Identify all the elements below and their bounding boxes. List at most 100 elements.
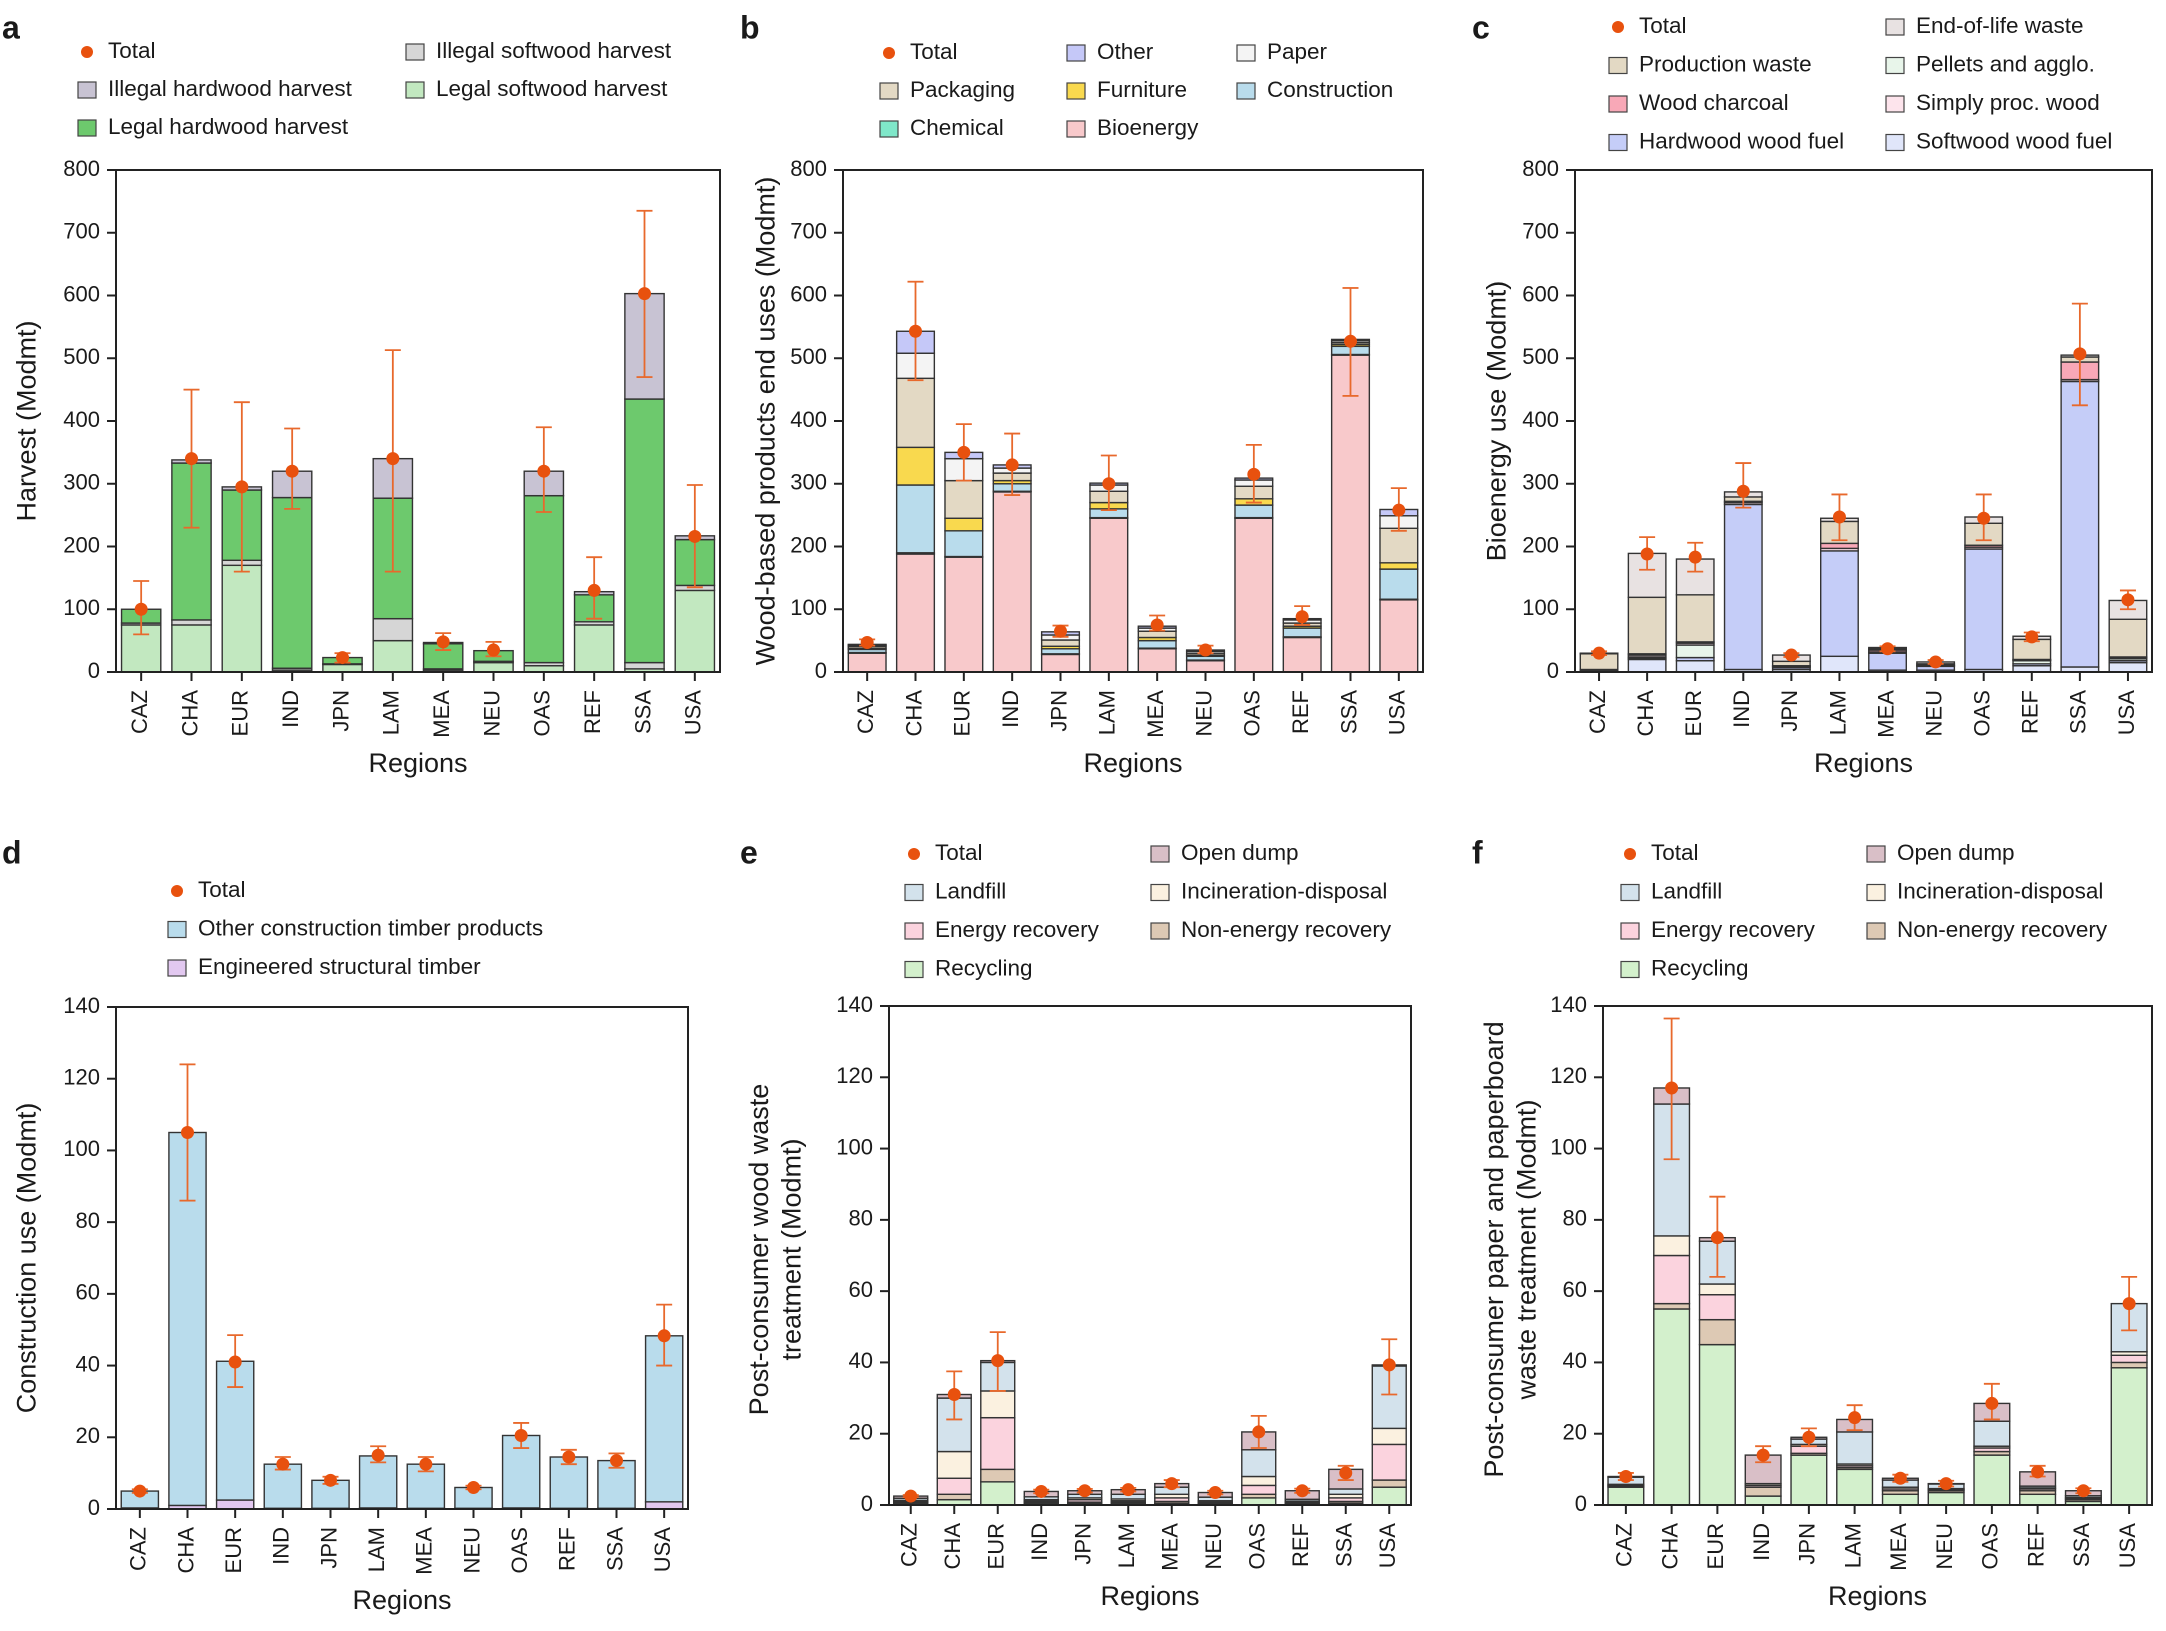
- legend-swatch: [1066, 82, 1086, 100]
- legend-swatch: [1150, 845, 1170, 863]
- bar-segment-eur: [944, 530, 984, 558]
- bar-segment-lam: [1836, 1431, 1874, 1465]
- legend: Total Other construction timber products E…: [167, 877, 543, 979]
- y-tick-label: 700: [1522, 219, 1559, 244]
- panel-d: d Total Other construction timber products…: [2, 834, 689, 1615]
- x-tick-label: IND: [269, 1527, 294, 1565]
- total-point: [537, 464, 551, 478]
- legend-swatch: [167, 920, 187, 939]
- bar-segment-ref: [2019, 1493, 2057, 1506]
- y-tick-label: 100: [836, 1134, 873, 1159]
- totals: [902, 1331, 1398, 1503]
- y-tick-label: 120: [836, 1063, 873, 1088]
- total-point: [2122, 1297, 2136, 1311]
- total-point: [1619, 1469, 1633, 1483]
- legend-label: Total: [935, 840, 983, 865]
- y-tick-label: 300: [63, 470, 100, 495]
- bar-segment-ind: [992, 491, 1032, 673]
- bar-segment-lam: [1820, 542, 1859, 550]
- bar-segment-cha: [895, 484, 936, 554]
- x-tick-label: REF: [1288, 690, 1313, 734]
- legend-item: Landfill: [904, 878, 1006, 903]
- legend-label: Softwood wood fuel: [1916, 128, 2112, 153]
- y-tick-label: 60: [1563, 1277, 1587, 1302]
- total-point: [1121, 1483, 1135, 1497]
- bar-segment-lam: [1820, 655, 1859, 673]
- y-tick-label: 80: [76, 1208, 100, 1233]
- legend-label: Incineration-disposal: [1181, 878, 1387, 903]
- bar-segment-cha: [936, 1493, 972, 1501]
- legend-swatch: [1150, 883, 1170, 902]
- bar-segment-mea: [1137, 639, 1177, 649]
- legend-label: Total: [910, 39, 958, 64]
- bar-segment-eur: [1698, 1294, 1736, 1321]
- x-tick-label: MEA: [429, 690, 454, 738]
- bar-segment-neu: [1927, 1491, 1965, 1506]
- total-point: [1592, 646, 1606, 660]
- legend-item: Bioenergy: [1066, 115, 1199, 140]
- y-tick-label: 0: [815, 658, 827, 683]
- total-point: [133, 1484, 147, 1498]
- bar-segment-oas: [1241, 1484, 1277, 1496]
- bar-segment-usa: [674, 589, 716, 673]
- total-point: [1392, 503, 1406, 517]
- x-tick-label: IND: [1749, 1523, 1774, 1561]
- y-axis-title-line: Post-consumer paper and paperboard: [1479, 1021, 1509, 1477]
- bar-segment-eur: [1698, 1343, 1736, 1506]
- legend-item: Open dump: [1866, 840, 2015, 865]
- x-tick-label: EUR: [221, 1527, 246, 1573]
- bar-segment-usa: [1371, 1443, 1407, 1481]
- total-point: [467, 1480, 480, 1494]
- panel-a: a Total Illegal hardwood harvest Legal hard…: [2, 9, 721, 778]
- x-tick-label: LAM: [1825, 690, 1850, 735]
- legend-item: Non-energy recovery: [1150, 917, 1392, 942]
- bar-segment-usa: [2110, 1367, 2148, 1506]
- y-axis-title: Wood-based products end uses (Modmt): [750, 177, 780, 666]
- x-axis: CAZ CHA EUR IND JPN LAM MEA NEU OAS REF SSA USA: [1585, 672, 2139, 738]
- x-axis-title: Regions: [1083, 748, 1182, 778]
- x-tick-label: MEA: [1873, 690, 1898, 738]
- x-tick-label: JPN: [316, 1527, 341, 1569]
- bar-segment-eur: [1675, 558, 1715, 596]
- bar-segment-cha: [895, 377, 936, 449]
- legend-item: Non-energy recovery: [1866, 917, 2108, 942]
- y-tick-label: 500: [1522, 344, 1559, 369]
- y-axis-title-line: waste treatment (Modmt): [1511, 1099, 1541, 1400]
- bar-segment-cha: [168, 1131, 207, 1507]
- x-tick-label: JPN: [328, 690, 353, 732]
- x-tick-label: CAZ: [126, 1527, 151, 1571]
- legend-swatch: [1885, 18, 1905, 36]
- y-axis-title-line: Construction use (Modmt): [11, 1103, 41, 1414]
- plot-frame: [888, 1005, 1412, 1506]
- y-tick-label: 200: [63, 532, 100, 557]
- legend-item: Energy recovery: [904, 917, 1100, 942]
- total-point: [1034, 1484, 1048, 1498]
- bar-segment-eur: [944, 517, 984, 532]
- legend-item: Wood charcoal: [1608, 90, 1789, 115]
- y-tick-label: 40: [849, 1348, 873, 1373]
- legend-swatch: [1608, 56, 1628, 75]
- total-point: [1640, 547, 1654, 561]
- bar-segment-oas: [523, 494, 565, 664]
- x-tick-label: NEU: [459, 1527, 484, 1573]
- x-tick-label: USA: [1375, 1523, 1400, 1569]
- legend-item: Open dump: [1150, 840, 1299, 865]
- x-tick-label: IND: [278, 690, 303, 728]
- total-point: [587, 583, 601, 597]
- bars: [120, 1131, 684, 1510]
- x-tick-label: EUR: [984, 1523, 1009, 1569]
- y-tick-label: 80: [1563, 1206, 1587, 1231]
- legend-label: Wood charcoal: [1639, 90, 1789, 115]
- y-axis-title: Bioenergy use (Modmt): [1481, 281, 1511, 562]
- total-point: [228, 1355, 242, 1369]
- legend-label: Chemical: [910, 115, 1004, 140]
- x-tick-label: OAS: [1245, 1523, 1270, 1569]
- bar-segment-mea: [1137, 630, 1177, 639]
- x-tick-label: OAS: [530, 690, 555, 736]
- total-point: [2031, 1465, 2045, 1479]
- legend-item: Illegal hardwood harvest: [77, 76, 353, 101]
- legend-item: Total: [81, 38, 156, 63]
- bar-segment-ref: [549, 1456, 589, 1509]
- bar-segment-eur: [944, 479, 984, 519]
